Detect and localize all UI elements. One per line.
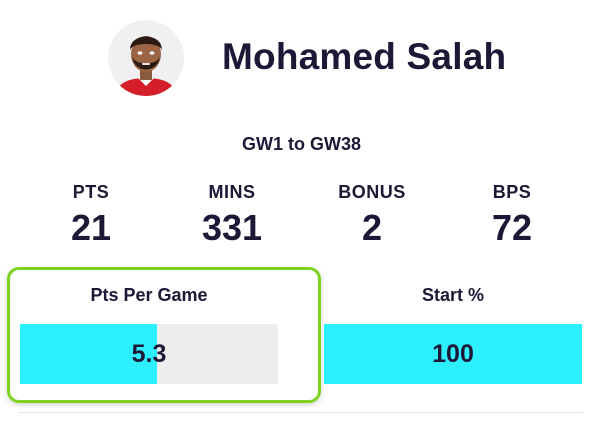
stat-value: 72 bbox=[491, 207, 533, 248]
start-percent-label: Start % bbox=[421, 285, 484, 305]
stat-label: BPS bbox=[492, 182, 532, 202]
stat-label: MINS bbox=[208, 182, 256, 202]
gameweek-range: GW1 to GW38 bbox=[241, 134, 361, 154]
stat-label: BONUS bbox=[338, 182, 406, 202]
stat-bps: BPS 72 bbox=[447, 182, 577, 249]
player-name: Mohamed Salah bbox=[222, 36, 507, 77]
pts-per-game-bar: 5.3 bbox=[20, 324, 278, 384]
player-avatar-icon bbox=[114, 36, 178, 96]
pts-per-game-value: 5.3 bbox=[131, 339, 167, 368]
player-avatar bbox=[108, 20, 184, 96]
pts-per-game-bar-fill bbox=[20, 324, 157, 384]
stat-value: 2 bbox=[361, 207, 383, 248]
stat-bonus: BONUS 2 bbox=[307, 182, 437, 249]
stat-mins: MINS 331 bbox=[167, 182, 297, 249]
stat-pts: PTS 21 bbox=[26, 182, 156, 249]
stat-value: 21 bbox=[70, 207, 112, 248]
stat-label: PTS bbox=[72, 182, 110, 202]
stat-value: 331 bbox=[201, 207, 263, 248]
start-percent-value: 100 bbox=[432, 339, 474, 368]
pts-per-game-label: Pts Per Game bbox=[90, 285, 208, 305]
start-percent-bar: 100 bbox=[324, 324, 582, 384]
divider bbox=[18, 412, 583, 413]
start-percent-bar-fill bbox=[324, 324, 582, 384]
